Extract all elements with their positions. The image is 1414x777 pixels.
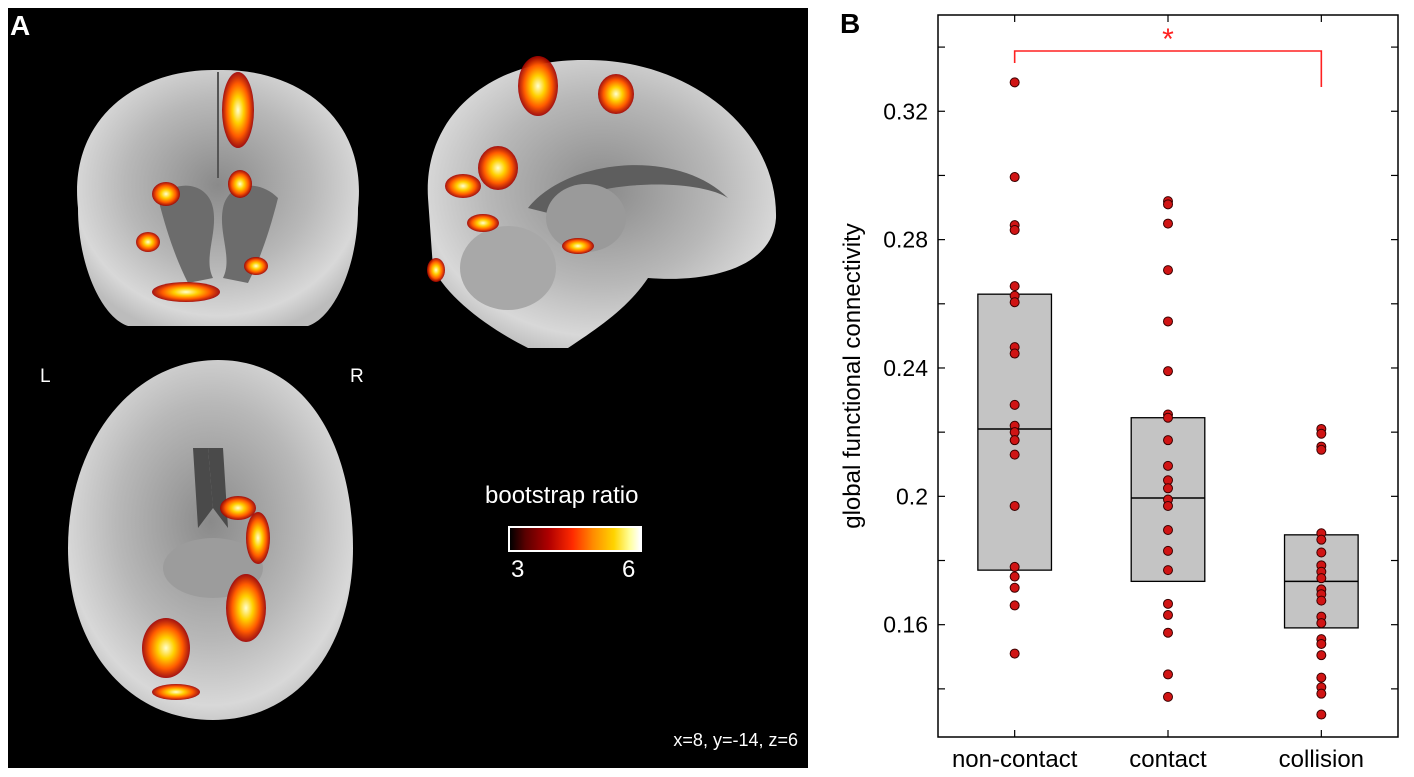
activation-blob [562, 238, 594, 254]
data-point [1163, 412, 1173, 423]
activation-blob [226, 574, 266, 642]
activation-blob [142, 618, 190, 678]
activation-blob [427, 258, 445, 282]
coronal-slice [77, 69, 359, 326]
activation-blob [478, 146, 518, 190]
data-point [1163, 525, 1173, 536]
y-tick-label: 0.28 [883, 227, 928, 253]
activation-blob [152, 684, 200, 700]
data-point [1163, 265, 1173, 276]
activation-blob [228, 170, 252, 198]
data-point [1316, 618, 1327, 629]
y-axis-label: global functional connectivity [839, 223, 866, 529]
data-point [1316, 547, 1327, 558]
activation-blob [445, 174, 481, 198]
data-point [1316, 573, 1327, 584]
data-point [1163, 366, 1173, 377]
data-point [1163, 435, 1173, 446]
data-point [1163, 500, 1173, 511]
x-tick-label: contact [1129, 746, 1207, 773]
activation-blob [222, 72, 254, 148]
data-point [1009, 224, 1020, 235]
activation-blob [152, 282, 220, 302]
activation-blob [244, 257, 268, 275]
data-point [1316, 444, 1327, 455]
y-tick-label: 0.24 [883, 355, 928, 381]
data-point [1163, 627, 1173, 638]
data-point [1316, 534, 1327, 545]
data-point [1009, 449, 1020, 460]
data-point [1009, 399, 1020, 410]
left-hemisphere-label: L [40, 366, 51, 387]
data-point [1163, 610, 1173, 621]
activation-blob [598, 74, 634, 114]
sagittal-slice [427, 56, 777, 349]
activation-blob [136, 232, 160, 252]
panel-label-a: A [10, 10, 31, 41]
activation-blob [220, 496, 256, 520]
data-point [1009, 172, 1020, 183]
colorbar-min-label: 3 [511, 556, 525, 583]
data-point [1163, 483, 1173, 494]
data-point [1009, 297, 1020, 308]
data-point [1316, 595, 1327, 606]
activation-blob [246, 512, 270, 564]
data-point [1163, 199, 1173, 210]
data-point [1009, 348, 1020, 359]
significance-marker: * [1162, 23, 1174, 56]
brain-slices-figure [68, 56, 777, 720]
activation-blob [467, 214, 499, 232]
data-point [1316, 428, 1327, 439]
data-point [1163, 598, 1173, 609]
data-point [1009, 582, 1020, 593]
colorbar-max-label: 6 [622, 556, 636, 583]
data-point [1009, 561, 1020, 572]
panel-label-b: B [840, 8, 861, 39]
data-point [1009, 571, 1020, 582]
x-tick-label: non-contact [952, 746, 1078, 773]
data-point [1009, 435, 1020, 446]
data-point [1009, 77, 1020, 88]
activation-blob [518, 56, 558, 116]
y-tick-label: 0.2 [896, 483, 928, 509]
data-point [1163, 691, 1173, 702]
data-point [1316, 709, 1327, 720]
y-tick-label: 0.32 [883, 98, 928, 124]
colorbar [508, 526, 642, 552]
significance-bracket [1013, 50, 1323, 87]
data-point [1009, 648, 1020, 659]
data-point [1163, 218, 1173, 229]
y-tick-label: 0.16 [883, 612, 928, 638]
data-point [1163, 316, 1173, 327]
data-point [1316, 638, 1327, 649]
data-point [1163, 565, 1173, 576]
activation-blob [152, 182, 180, 206]
axial-slice [68, 360, 353, 720]
data-point [1316, 688, 1327, 699]
data-point [1316, 672, 1327, 683]
data-point [1009, 281, 1020, 292]
data-point [1163, 460, 1173, 471]
right-hemisphere-label: R [350, 366, 364, 387]
data-point [1316, 650, 1327, 661]
colorbar-title: bootstrap ratio [485, 482, 639, 509]
slice-coordinates: x=8, y=-14, z=6 [673, 730, 798, 750]
data-point [1163, 545, 1173, 556]
data-point [1163, 669, 1173, 680]
data-point [1009, 500, 1020, 511]
data-point [1009, 600, 1020, 611]
x-tick-label: collision [1279, 746, 1364, 773]
connectivity-chart: 0.16 0.2 0.24 0.28 0.32 non-contact contact col… [839, 14, 1399, 773]
